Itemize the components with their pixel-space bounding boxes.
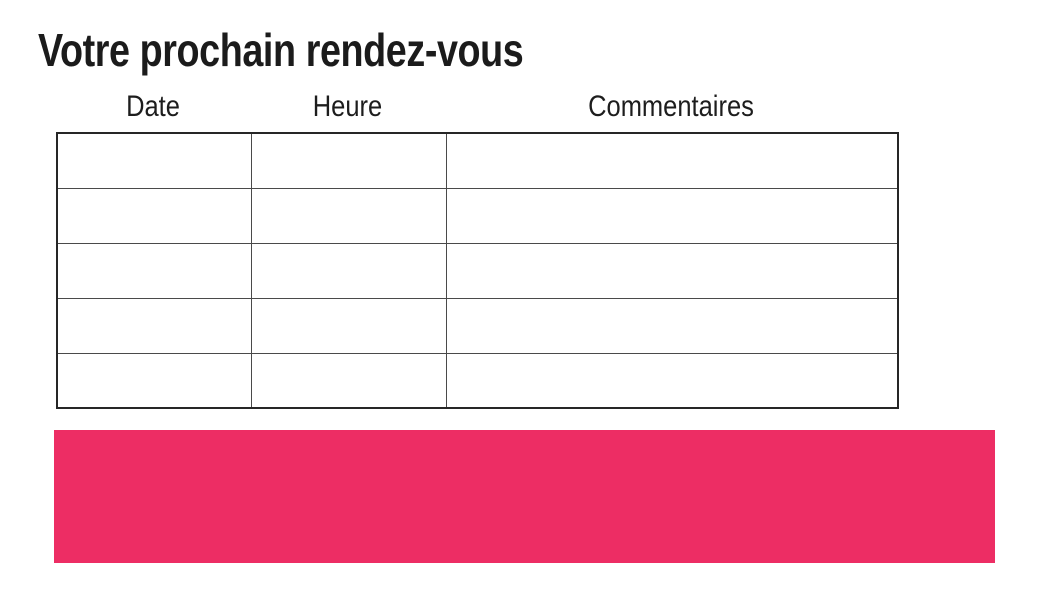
table-row [56,242,899,299]
table-row [56,187,899,244]
appointments-table-body [56,132,899,409]
table-cell [250,242,447,299]
table-cell [445,352,899,409]
page-title: Votre prochain rendez-vous [38,24,524,76]
column-header-date: Date [126,90,180,123]
table-cell [56,242,252,299]
table-cell [250,352,447,409]
appointments-table [56,132,899,409]
table-cell [445,132,899,189]
column-header-heure: Heure [312,90,383,123]
table-cell [445,242,899,299]
column-header-commentaires: Commentaires [588,90,754,123]
table-cell [445,187,899,244]
table-row [56,352,899,409]
table-cell [250,297,447,354]
table-cell [56,352,252,409]
table-row [56,297,899,354]
table-cell [250,187,447,244]
table-column-headers: Date Heure Commentaires [56,90,897,123]
pink-banner [54,430,995,563]
table-cell [56,297,252,354]
table-row [56,132,899,189]
table-cell [56,187,252,244]
table-cell [445,297,899,354]
table-cell [56,132,252,189]
table-cell [250,132,447,189]
